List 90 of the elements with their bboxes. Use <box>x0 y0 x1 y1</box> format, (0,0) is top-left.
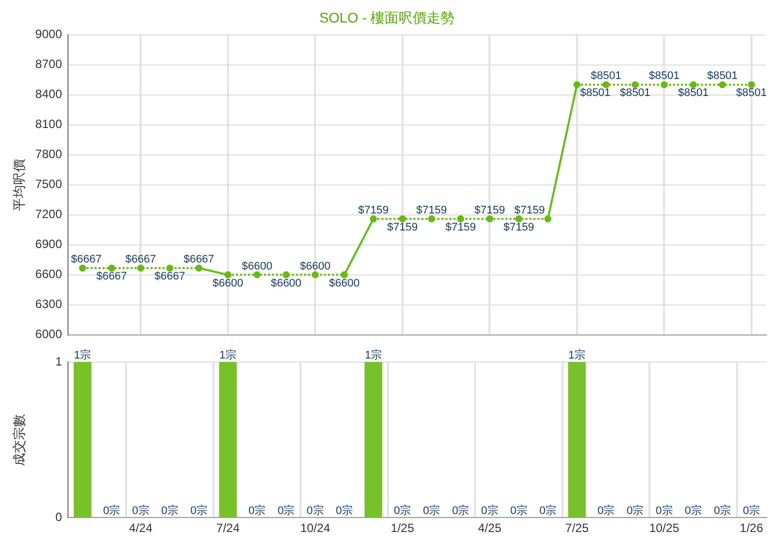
y-tick-label: 6600 <box>35 267 62 282</box>
data-label: $6600 <box>212 277 244 290</box>
y-tick-label: 8400 <box>35 87 62 102</box>
point <box>79 264 86 272</box>
data-label: $7159 <box>387 221 418 234</box>
chart-title: SOLO - 樓面呎價走勢 <box>319 9 455 26</box>
data-label: 0宗 <box>190 504 208 518</box>
point <box>457 215 464 222</box>
y-tick-label: 7500 <box>35 177 62 192</box>
y-axis-title: 平均呎價 <box>11 158 26 211</box>
data-label: $7159 <box>358 204 389 216</box>
y-tick-label: 0 <box>55 510 62 524</box>
y-tick-label: 7800 <box>35 147 62 162</box>
data-label: $8501 <box>736 87 767 100</box>
x-tick-label: 7/24 <box>216 521 240 536</box>
data-label: 1宗 <box>74 348 92 362</box>
data-label: 0宗 <box>161 504 178 518</box>
point <box>718 81 726 88</box>
data-label: 0宗 <box>684 504 702 518</box>
y-tick-label: 7200 <box>35 207 62 222</box>
x-tick-label: 4/25 <box>478 521 502 536</box>
point <box>340 271 348 278</box>
data-label: 0宗 <box>248 504 266 518</box>
data-label: $6600 <box>242 260 272 272</box>
data-label: 0宗 <box>422 504 440 518</box>
data-label: 0宗 <box>714 504 731 518</box>
data-label: $7159 <box>503 221 534 234</box>
data-label: 0宗 <box>510 504 528 518</box>
y-tick-label: 8100 <box>35 117 62 132</box>
point <box>370 215 377 222</box>
data-label: $8501 <box>620 87 650 100</box>
data-label: $6667 <box>125 254 156 266</box>
y-tick-label: 9000 <box>35 27 62 42</box>
data-label: 1宗 <box>568 348 586 362</box>
y-tick-label: 1 <box>55 354 62 368</box>
point <box>660 81 668 88</box>
data-label: 0宗 <box>103 504 120 518</box>
point <box>254 271 261 278</box>
data-label: $7159 <box>445 221 476 234</box>
point <box>398 215 406 222</box>
y-axis-title: 成交宗數 <box>11 414 26 466</box>
x-tick-label: 1/26 <box>740 521 764 536</box>
point <box>515 215 522 222</box>
data-label: 1宗 <box>219 348 237 362</box>
data-label: $6600 <box>300 260 331 272</box>
data-label: $7159 <box>474 204 506 216</box>
data-label: $8501 <box>648 70 680 82</box>
point <box>486 215 494 222</box>
y-tick-label: 6900 <box>35 237 62 252</box>
data-label: 0宗 <box>597 504 615 518</box>
data-label: $6667 <box>70 254 102 266</box>
x-tick-label: 10/25 <box>649 521 680 536</box>
data-label: $6667 <box>96 270 127 283</box>
data-label: 0宗 <box>539 504 556 518</box>
point <box>282 271 290 278</box>
data-label: $8501 <box>707 70 738 82</box>
data-label: $6667 <box>184 254 214 266</box>
data-label: 1宗 <box>364 348 382 362</box>
data-label: $8501 <box>678 87 709 100</box>
data-label: 0宗 <box>132 504 150 518</box>
data-label: 0宗 <box>656 504 673 518</box>
point <box>195 264 202 272</box>
point <box>428 215 436 222</box>
x-tick-label: 7/25 <box>565 521 589 536</box>
x-tick-label: 4/24 <box>129 521 153 536</box>
data-label: 0宗 <box>481 504 498 518</box>
y-tick-label: 8700 <box>35 57 62 72</box>
data-label: $8501 <box>580 87 611 100</box>
data-label: 0宗 <box>306 504 324 518</box>
point <box>137 264 144 272</box>
data-label: 0宗 <box>742 504 760 518</box>
data-label: 0宗 <box>336 504 353 518</box>
data-label: $6600 <box>328 277 360 290</box>
data-label: $8501 <box>590 70 622 82</box>
x-tick-label: 10/24 <box>300 521 331 536</box>
data-label: $6600 <box>270 277 302 290</box>
data-label: 0宗 <box>394 504 412 518</box>
data-label: 0宗 <box>452 504 470 518</box>
data-label: 0宗 <box>626 504 644 518</box>
y-tick-label: 6300 <box>35 297 62 312</box>
data-label: $6667 <box>154 270 186 283</box>
y-tick-label: 6000 <box>35 327 62 342</box>
point <box>224 271 232 278</box>
point <box>544 215 552 222</box>
data-label: 0宗 <box>278 504 295 518</box>
x-tick-label: 1/25 <box>390 521 414 536</box>
point <box>312 271 319 278</box>
data-label: $7159 <box>416 204 447 216</box>
point <box>573 81 580 88</box>
data-label: $7159 <box>514 204 545 216</box>
